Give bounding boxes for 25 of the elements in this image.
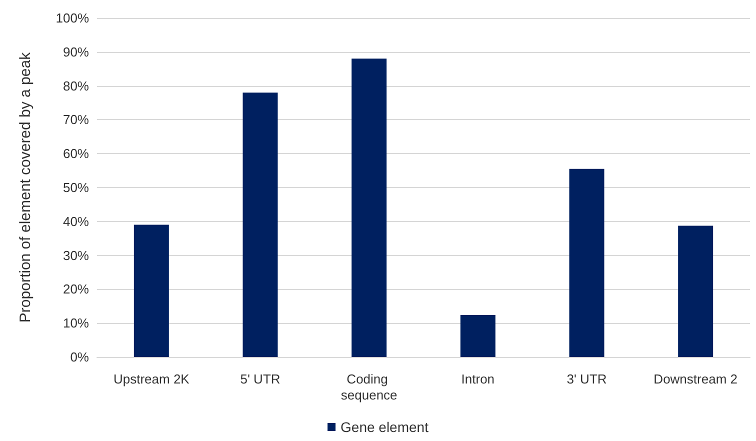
- bar: [134, 224, 169, 357]
- x-tick-label: 5' UTR: [240, 372, 280, 386]
- y-tick-label: 50%: [62, 180, 90, 195]
- bar: [460, 314, 496, 357]
- y-tick-label: 10%: [62, 316, 90, 331]
- y-tick-label: 0%: [70, 350, 90, 364]
- bar: [352, 58, 387, 357]
- y-tick-label: 60%: [62, 146, 90, 162]
- x-tick-label: 3' UTR: [566, 372, 607, 386]
- y-tick-label: 20%: [62, 282, 90, 297]
- x-tick-label: Downstream 2: [654, 372, 738, 386]
- bar: [242, 92, 278, 357]
- x-tick-label: Coding sequence: [340, 372, 398, 402]
- y-tick-label: 100%: [56, 10, 90, 26]
- x-tick-label: Intron: [461, 372, 495, 386]
- y-tick-label: 30%: [62, 248, 90, 263]
- legend-label: Gene element: [340, 419, 429, 435]
- y-axis-title: Proportion of element covered by a peak: [17, 52, 34, 323]
- y-tick-label: 90%: [62, 44, 90, 60]
- bar: [569, 168, 604, 357]
- y-tick-label: 80%: [62, 78, 90, 94]
- y-tick-label: 40%: [62, 214, 90, 229]
- x-tick-label: Upstream 2K: [113, 372, 190, 386]
- bar: [678, 226, 714, 357]
- y-tick-label: 70%: [62, 112, 90, 128]
